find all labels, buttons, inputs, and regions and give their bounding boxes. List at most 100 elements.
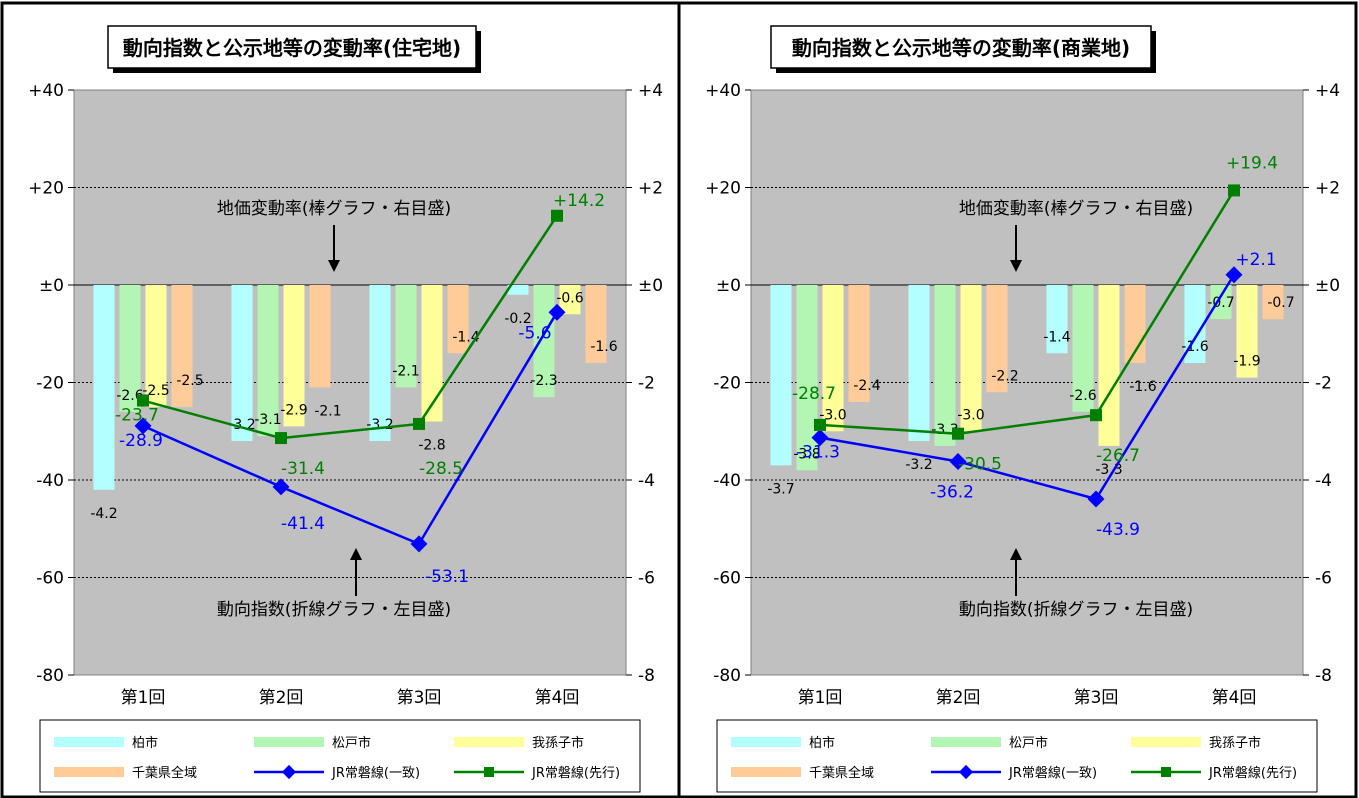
bar-data-label: -2.9 <box>280 402 307 418</box>
legend-swatch <box>731 737 801 747</box>
bar-data-label: -3.0 <box>819 407 846 423</box>
bar <box>908 285 930 441</box>
arrow-down-head-icon <box>1010 260 1022 272</box>
right-tick-label: -6 <box>1315 569 1332 589</box>
bar-data-label: -2.1 <box>392 363 419 379</box>
legend-label: 千葉県全域 <box>809 765 874 781</box>
bar-data-label: -1.6 <box>1129 379 1156 395</box>
bar <box>1184 285 1206 363</box>
left-tick-label: +20 <box>28 179 64 199</box>
bar-data-label: -2.2 <box>991 368 1018 384</box>
title-box <box>770 25 1152 69</box>
bar-data-label: -3.1 <box>254 412 281 428</box>
bar-data-label: -2.6 <box>116 388 143 404</box>
bar <box>447 285 469 354</box>
legend-swatch <box>454 737 524 747</box>
bar <box>119 285 141 412</box>
legend-label: JR常磐線(一致) <box>331 765 420 781</box>
legend-label: 我孫子市 <box>532 735 584 751</box>
bar-data-label: -0.7 <box>1267 295 1294 311</box>
left-tick-label: -20 <box>713 374 741 394</box>
line-data-label: +2.1 <box>1235 250 1276 270</box>
bar-data-label: -3.0 <box>957 407 984 423</box>
right-tick-label: -8 <box>638 666 655 686</box>
bar-data-label: -3.8 <box>793 446 820 462</box>
bar <box>257 285 279 437</box>
bar <box>145 285 167 407</box>
left-tick-label: +20 <box>705 179 741 199</box>
bar <box>369 285 391 441</box>
bar <box>960 285 982 432</box>
category-label: 第4回 <box>535 688 580 708</box>
left-tick-label: -60 <box>713 569 741 589</box>
line-data-label: -26.7 <box>1096 446 1140 466</box>
line-data-label: -36.2 <box>930 482 974 502</box>
bar <box>1098 285 1120 446</box>
line-marker <box>410 535 428 553</box>
legend-marker <box>281 764 297 780</box>
left-tick-label: -40 <box>713 471 741 491</box>
legend-label: 松戸市 <box>332 735 371 751</box>
right-tick-label: -4 <box>638 471 655 491</box>
annotation-bar-axis: 地価変動率(棒グラフ・右目盛) <box>217 199 451 219</box>
category-label: 第3回 <box>1074 688 1119 708</box>
bar <box>986 285 1008 393</box>
line-marker <box>949 452 967 470</box>
bar <box>93 285 115 490</box>
annotation-line-axis: 動向指数(折線グラフ・左目盛) <box>959 600 1193 620</box>
line-data-label: -28.7 <box>792 384 836 404</box>
line-marker <box>275 432 287 445</box>
right-tick-label: -2 <box>638 374 655 394</box>
legend <box>39 719 641 793</box>
line-marker <box>134 417 152 435</box>
bar <box>934 285 956 446</box>
legend <box>716 719 1318 793</box>
left-tick-label: -80 <box>36 666 64 686</box>
line-data-label: -30.5 <box>958 455 1002 475</box>
bar <box>1046 285 1068 354</box>
legend-swatch <box>731 767 801 777</box>
legend-swatch <box>254 737 324 747</box>
legend-label: 柏市 <box>809 735 835 751</box>
right-tick-label: ±0 <box>638 276 663 296</box>
legend-swatch <box>54 767 124 777</box>
legend-label: JR常磐線(先行) <box>531 765 620 781</box>
left-tick-label: ±0 <box>716 276 741 296</box>
bar <box>171 285 193 407</box>
bar <box>848 285 870 402</box>
legend-swatch <box>1131 737 1201 747</box>
legend-label: 千葉県全域 <box>132 765 197 781</box>
bar <box>770 285 792 466</box>
line-marker <box>551 209 563 222</box>
line-marker <box>1228 184 1240 197</box>
bar-data-label: -2.1 <box>314 403 341 419</box>
bar-data-label: -1.4 <box>1043 329 1070 345</box>
bar-data-label: -3.2 <box>366 417 393 433</box>
legend-marker <box>484 767 494 777</box>
line-marker <box>814 418 826 431</box>
bar <box>559 285 581 315</box>
left-tick-label: -80 <box>713 666 741 686</box>
legend-marker <box>958 764 974 780</box>
series-line <box>142 215 559 440</box>
line-data-label: -43.9 <box>1096 520 1140 540</box>
line-data-label: -31.3 <box>796 443 840 463</box>
bar-data-label: -3.7 <box>767 481 794 497</box>
bar-data-label: -2.5 <box>176 373 203 389</box>
line-data-label: -23.7 <box>115 406 159 426</box>
line-marker <box>811 429 829 447</box>
right-tick-label: ±0 <box>1315 276 1340 296</box>
chart-title: 動向指数と公示地等の変動率(商業地) <box>792 36 1130 60</box>
legend-swatch <box>931 737 1001 747</box>
line-marker <box>548 303 566 321</box>
line-data-label: -28.9 <box>119 431 163 451</box>
legend-label: 柏市 <box>132 735 158 751</box>
bar-data-label: -1.6 <box>590 339 617 355</box>
category-label: 第3回 <box>397 688 442 708</box>
right-tick-label: -8 <box>1315 666 1332 686</box>
series-line <box>142 311 559 546</box>
line-data-label: -31.4 <box>281 459 325 479</box>
right-tick-label: +4 <box>1315 81 1340 101</box>
bar-data-label: -2.6 <box>1069 388 1096 404</box>
